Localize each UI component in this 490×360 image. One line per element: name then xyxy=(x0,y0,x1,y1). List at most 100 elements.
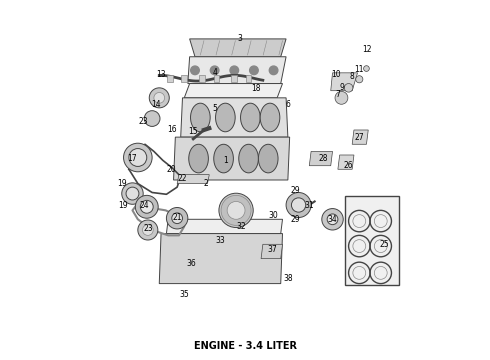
Text: 33: 33 xyxy=(215,236,225,245)
Text: 4: 4 xyxy=(212,68,217,77)
Bar xyxy=(181,75,187,82)
Text: 25: 25 xyxy=(379,240,389,249)
Circle shape xyxy=(149,88,169,108)
Text: 1: 1 xyxy=(223,156,228,165)
Text: 23: 23 xyxy=(144,224,153,233)
Text: ENGINE - 3.4 LITER: ENGINE - 3.4 LITER xyxy=(194,341,296,351)
Text: 35: 35 xyxy=(179,290,189,299)
Circle shape xyxy=(122,183,143,204)
Text: 7: 7 xyxy=(336,90,341,99)
FancyBboxPatch shape xyxy=(345,196,398,285)
Ellipse shape xyxy=(214,144,233,173)
Polygon shape xyxy=(181,98,288,137)
Circle shape xyxy=(356,76,363,83)
Polygon shape xyxy=(167,219,283,234)
Circle shape xyxy=(144,111,160,126)
Text: 24: 24 xyxy=(140,201,149,210)
Circle shape xyxy=(167,207,188,229)
Circle shape xyxy=(123,143,152,172)
Text: 10: 10 xyxy=(331,70,341,79)
Text: 13: 13 xyxy=(156,70,166,79)
Circle shape xyxy=(172,213,182,224)
Text: 32: 32 xyxy=(237,222,246,231)
Circle shape xyxy=(270,66,278,75)
Text: 3: 3 xyxy=(237,35,242,44)
Ellipse shape xyxy=(258,144,278,173)
Ellipse shape xyxy=(189,144,208,173)
Ellipse shape xyxy=(216,103,235,132)
Text: 38: 38 xyxy=(283,274,293,283)
Circle shape xyxy=(138,220,158,240)
Circle shape xyxy=(126,187,139,200)
Polygon shape xyxy=(309,152,333,166)
Text: 9: 9 xyxy=(339,83,344,92)
Text: 17: 17 xyxy=(128,154,137,163)
Text: 19: 19 xyxy=(118,201,127,210)
Text: 5: 5 xyxy=(212,104,217,113)
Ellipse shape xyxy=(191,103,210,132)
Polygon shape xyxy=(190,39,286,57)
Ellipse shape xyxy=(241,103,260,132)
Text: 19: 19 xyxy=(117,179,126,188)
Text: 26: 26 xyxy=(344,161,353,170)
Polygon shape xyxy=(188,57,286,84)
Text: 36: 36 xyxy=(187,260,196,269)
Text: 34: 34 xyxy=(328,215,338,224)
Polygon shape xyxy=(184,84,283,98)
Text: 16: 16 xyxy=(167,126,176,135)
Text: 15: 15 xyxy=(188,127,198,136)
Circle shape xyxy=(219,193,253,228)
Ellipse shape xyxy=(239,144,258,173)
Circle shape xyxy=(227,202,245,219)
Ellipse shape xyxy=(260,103,280,132)
Text: 23: 23 xyxy=(138,117,148,126)
Text: 29: 29 xyxy=(290,215,300,224)
Circle shape xyxy=(335,91,348,104)
Text: 8: 8 xyxy=(350,72,355,81)
Text: 20: 20 xyxy=(167,165,176,174)
Text: 6: 6 xyxy=(286,100,290,109)
Polygon shape xyxy=(331,73,358,91)
Circle shape xyxy=(286,193,311,217)
Text: 21: 21 xyxy=(172,213,182,222)
Circle shape xyxy=(210,66,219,75)
Text: 30: 30 xyxy=(269,211,278,220)
Polygon shape xyxy=(177,175,209,184)
Circle shape xyxy=(230,66,239,75)
Bar xyxy=(214,75,220,82)
Polygon shape xyxy=(261,244,283,258)
Polygon shape xyxy=(159,234,283,284)
Circle shape xyxy=(249,66,258,75)
Circle shape xyxy=(191,66,199,75)
Circle shape xyxy=(143,225,153,235)
Circle shape xyxy=(154,93,165,103)
Text: 12: 12 xyxy=(362,45,371,54)
Text: 2: 2 xyxy=(203,179,208,188)
Text: 37: 37 xyxy=(267,245,277,254)
Text: 18: 18 xyxy=(251,84,261,93)
Circle shape xyxy=(292,198,306,212)
Polygon shape xyxy=(338,155,354,169)
Circle shape xyxy=(140,201,153,213)
Text: 28: 28 xyxy=(319,154,328,163)
Circle shape xyxy=(135,195,158,218)
Circle shape xyxy=(364,66,369,71)
Polygon shape xyxy=(173,137,290,180)
Bar xyxy=(245,75,251,82)
Text: 14: 14 xyxy=(151,100,161,109)
Bar xyxy=(231,75,237,82)
Circle shape xyxy=(327,214,338,225)
Circle shape xyxy=(129,149,147,166)
Text: 22: 22 xyxy=(178,174,187,183)
Circle shape xyxy=(221,195,251,225)
Bar xyxy=(167,75,173,82)
Text: 27: 27 xyxy=(354,132,364,141)
Text: 31: 31 xyxy=(304,201,314,210)
Text: 11: 11 xyxy=(355,65,364,74)
Circle shape xyxy=(230,204,243,217)
Bar xyxy=(199,75,205,82)
Circle shape xyxy=(224,199,247,222)
Circle shape xyxy=(322,208,343,230)
Polygon shape xyxy=(352,130,368,144)
Text: 29: 29 xyxy=(290,186,300,195)
